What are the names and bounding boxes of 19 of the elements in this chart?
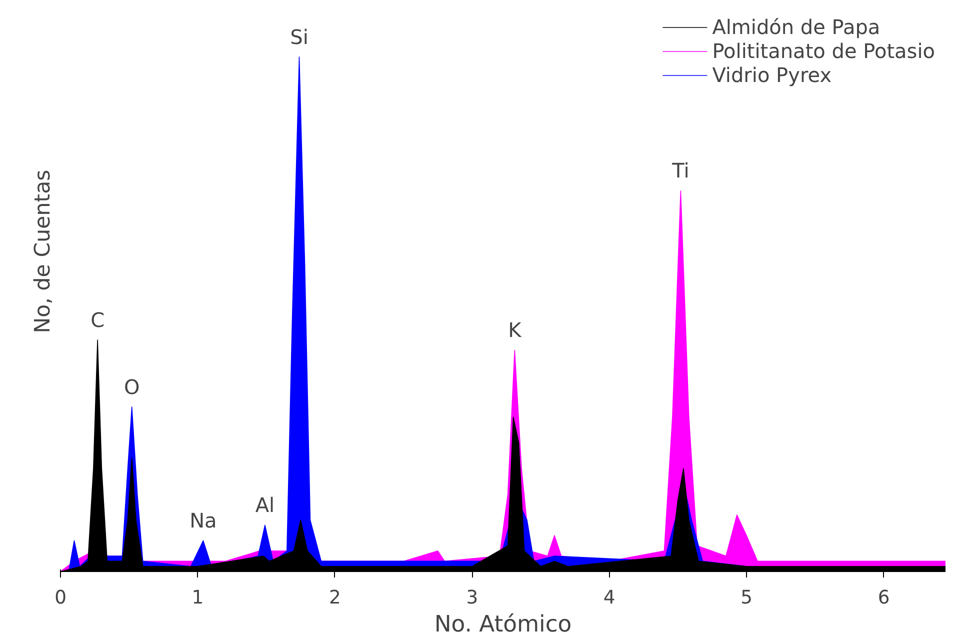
x-axis-title: No. Atómico	[434, 612, 572, 638]
annotation: Si	[290, 24, 308, 49]
x-tick-label: 1	[192, 588, 204, 608]
x-tick-label: 2	[328, 588, 341, 608]
annotation: O	[124, 374, 140, 399]
x-tick-label: 5	[740, 588, 752, 608]
annotation: K	[508, 318, 522, 342]
annotation: Ti	[671, 158, 690, 183]
annotation: Na	[190, 508, 217, 533]
legend-label: Almidón de Papa	[712, 15, 880, 39]
legend-label: Vidrio Pyrex	[712, 63, 832, 87]
x-tick-label: 3	[466, 588, 478, 608]
x-tick-label: 6	[878, 588, 890, 608]
annotation: Al	[255, 493, 275, 518]
annotation: C	[90, 308, 105, 332]
y-axis-title: No, de Cuentas	[30, 170, 56, 334]
x-tick-label: 4	[603, 588, 616, 608]
legend-label: Polititanato de Potasio	[712, 39, 935, 63]
x-tick-label: 0	[54, 588, 66, 608]
